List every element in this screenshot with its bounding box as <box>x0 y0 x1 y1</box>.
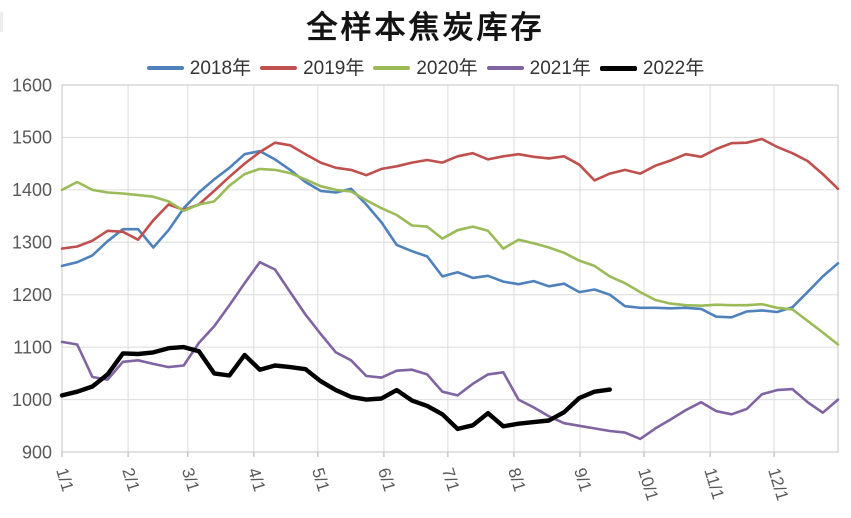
y-axis-tick-label: 1300 <box>12 233 52 253</box>
legend-swatch-icon <box>599 65 637 71</box>
legend-item-2022年: 2022年 <box>599 57 705 79</box>
legend-label: 2019年 <box>303 57 365 79</box>
y-axis-tick-label: 1400 <box>12 180 52 200</box>
x-axis-tick-label: 11/1 <box>700 466 727 502</box>
x-axis-tick-label: 6/1 <box>374 466 399 494</box>
series-line-2022年 <box>59 344 612 432</box>
legend-item-2020年: 2020年 <box>373 57 478 79</box>
legend-label: 2021年 <box>529 57 591 79</box>
x-axis-tick-label: 1/1 <box>52 466 77 494</box>
series-line-2018年 <box>60 149 840 319</box>
chart-legend: 2018年 2019年 2020年 2021年 2022年 <box>0 55 851 81</box>
legend-label: 2020年 <box>416 57 478 79</box>
y-axis-tick-label: 1500 <box>12 128 52 148</box>
x-axis-tick-label: 5/1 <box>308 466 333 494</box>
y-axis-tick-label: 1000 <box>12 390 52 410</box>
legend-swatch-icon <box>373 66 411 70</box>
series-line-2021年 <box>60 260 840 441</box>
legend-swatch-icon <box>486 66 524 70</box>
legend-swatch-icon <box>146 66 184 70</box>
series-line-2019年 <box>60 137 840 250</box>
chart-title: 全样本焦炭库存 <box>306 10 545 45</box>
legend-item-2018年: 2018年 <box>146 57 252 79</box>
plot-border <box>61 84 839 453</box>
x-axis-tick-label: 4/1 <box>244 466 269 494</box>
legend-item-2019年: 2019年 <box>260 59 364 78</box>
y-axis-tick-label: 1600 <box>12 75 52 95</box>
legend-swatch-icon <box>260 66 298 70</box>
y-axis-tick-label: 900 <box>22 442 52 462</box>
x-axis-tick-label: 10/1 <box>634 466 662 503</box>
series-line-2020年 <box>60 167 840 346</box>
y-axis-tick-label: 1200 <box>12 285 52 305</box>
edge-crop-artifact <box>0 12 3 32</box>
x-axis-tick-label: 7/1 <box>438 466 463 494</box>
x-axis-tick-label: 2/1 <box>118 466 143 494</box>
legend-label: 2018年 <box>189 57 252 79</box>
y-axis-tick-label: 1100 <box>13 337 52 357</box>
x-axis-tick-label: 8/1 <box>504 466 529 494</box>
x-axis-tick-label: 3/1 <box>178 466 203 494</box>
x-axis-tick-label: 12/1 <box>764 466 792 503</box>
legend-item-2021年: 2021年 <box>486 57 591 79</box>
legend-label: 2022年 <box>642 57 705 79</box>
x-axis-tick-label: 9/1 <box>570 466 595 494</box>
